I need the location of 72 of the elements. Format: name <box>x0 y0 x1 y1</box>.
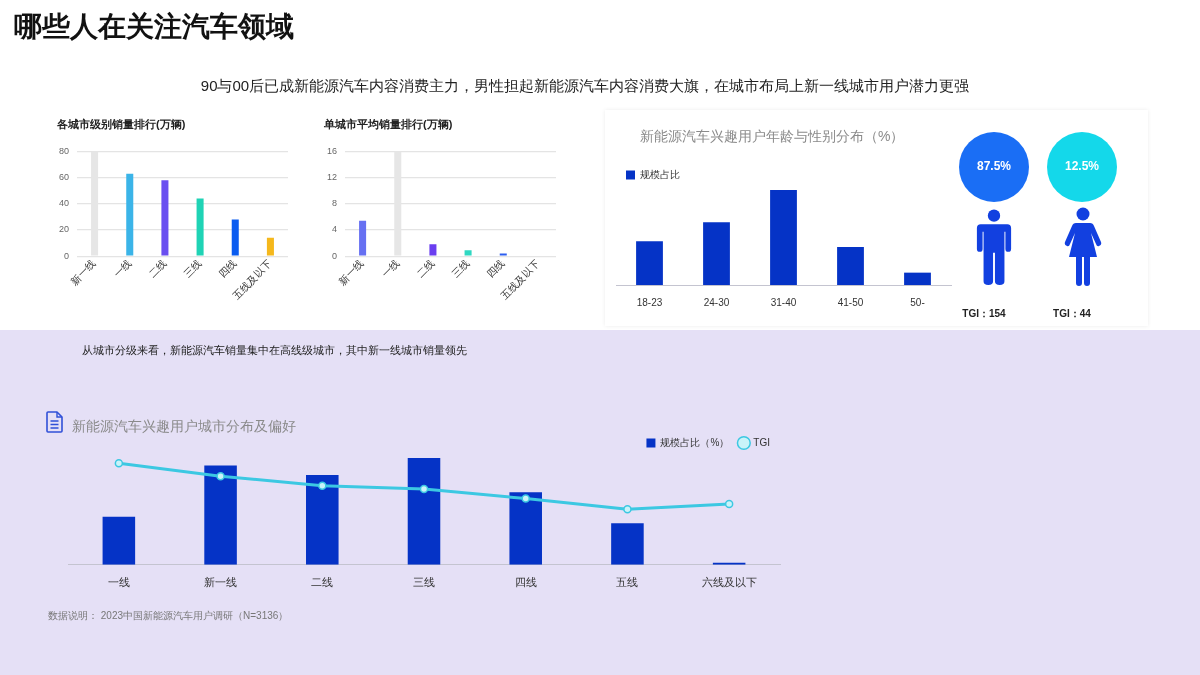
bar <box>837 247 864 285</box>
x-tick-label: 31-40 <box>770 296 797 308</box>
x-tick-label: 二线 <box>311 576 334 589</box>
chart-title: 各城市级别销量排行(万辆) <box>57 118 186 132</box>
x-tick-label: 三线 <box>181 257 204 280</box>
bar <box>204 465 237 565</box>
bar <box>703 222 730 285</box>
bar <box>266 237 274 256</box>
y-tick-label: 8 <box>332 198 338 209</box>
chart-title: 新能源汽车兴趣用户年龄与性别分布（%） <box>640 128 905 145</box>
x-tick-label: 新一线 <box>336 257 366 287</box>
bar <box>499 253 507 256</box>
y-tick-label: 0 <box>332 250 338 261</box>
x-tick-label: 24-30 <box>703 296 730 308</box>
x-tick-label: 二线 <box>414 257 437 280</box>
bar <box>509 492 542 565</box>
point <box>318 481 327 491</box>
point <box>724 499 734 509</box>
x-tick-label: 新一线 <box>68 257 98 287</box>
bar <box>636 241 663 285</box>
bar <box>102 516 136 565</box>
y-tick-label: 40 <box>59 198 70 209</box>
x-tick-label: 41-50 <box>837 296 864 308</box>
bar <box>611 523 644 565</box>
bar <box>196 198 204 256</box>
point <box>216 471 225 481</box>
y-tick-label: 60 <box>59 172 70 183</box>
x-tick-label: 一线 <box>379 257 402 280</box>
x-tick-label: 四线 <box>216 257 239 280</box>
y-tick-label: 80 <box>59 145 70 156</box>
y-tick-label: 0 <box>64 250 70 261</box>
x-tick-label: 50- <box>910 296 925 308</box>
x-tick-label: 六线及以下 <box>701 576 757 589</box>
point <box>521 494 530 503</box>
bar <box>464 250 472 256</box>
point <box>419 484 429 494</box>
legend-label: 规模占比（%） <box>660 436 730 448</box>
bar <box>231 219 239 256</box>
bar <box>407 458 441 565</box>
bar <box>306 475 339 565</box>
x-tick-label: 三线 <box>413 576 435 589</box>
x-tick-label: 一线 <box>111 257 134 280</box>
legend-label: 规模占比 <box>640 168 680 180</box>
y-tick-label: 12 <box>327 172 338 183</box>
x-tick-label: 四线 <box>514 576 537 589</box>
y-tick-label: 4 <box>332 224 338 235</box>
legend-label: TGI <box>753 436 771 448</box>
text: 哪些人在关注汽车领域 <box>14 10 294 44</box>
x-tick-label: 五线 <box>616 576 639 589</box>
bar <box>429 244 437 256</box>
x-tick-label: 18-23 <box>636 296 663 308</box>
point <box>623 505 632 514</box>
bar <box>904 272 931 285</box>
text: 数据说明： 2023中国新能源汽车用户调研（N=3136） <box>48 610 289 622</box>
x-tick-label: 二线 <box>146 257 169 280</box>
text: TGI：44 <box>1052 308 1092 320</box>
point <box>114 459 124 468</box>
chart-title: 单城市平均销量排行(万辆) <box>324 118 453 132</box>
chart-subtitle: 从城市分级来看，新能源汽车销量集中在高线级城市，其中新一线城市销量领先 <box>82 344 467 358</box>
x-tick-label: 三线 <box>449 257 472 280</box>
text: 90与00后已成新能源汽车内容消费主力，男性担起新能源汽车内容消费大旗，在城市布局上新一线城市用户潜力更强 <box>199 77 971 95</box>
bar <box>126 173 134 256</box>
bar <box>770 190 797 285</box>
text: TGI：154 <box>961 308 1007 320</box>
x-tick-label: 新一线 <box>204 576 238 589</box>
x-tick-label: 四线 <box>484 257 507 280</box>
y-tick-label: 16 <box>327 145 338 156</box>
bar <box>161 180 169 256</box>
x-tick-label: 一线 <box>107 576 130 589</box>
chart-title: 新能源汽车兴趣用户城市分布及偏好 <box>72 418 296 435</box>
bar <box>359 220 367 256</box>
y-tick-label: 20 <box>59 224 70 235</box>
